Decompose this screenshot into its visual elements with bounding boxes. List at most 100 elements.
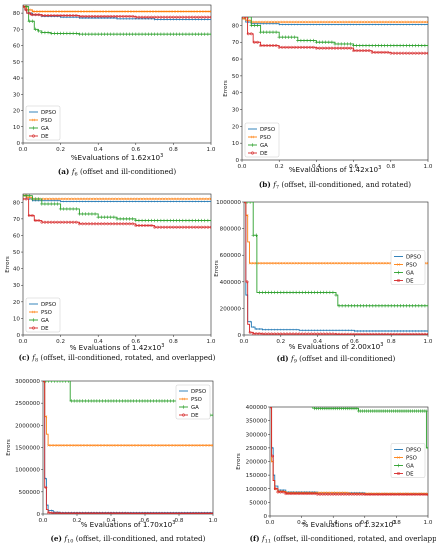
point-ga (355, 43, 359, 48)
point-ga (349, 304, 354, 308)
point-ga (171, 399, 176, 403)
y-tick-label: 1000000 (15, 468, 40, 474)
x-tick-label: 0.8 (175, 518, 184, 524)
point-de (178, 225, 182, 229)
point-ga (348, 42, 353, 46)
caption-letter: (f) (250, 534, 262, 543)
legend: DPSO PSO GA DE (244, 122, 280, 158)
point-pso (67, 443, 70, 447)
point-de (98, 511, 102, 514)
point-pso (84, 10, 88, 13)
point-ga (124, 32, 129, 36)
point-pso (203, 10, 207, 13)
point-de (285, 332, 289, 335)
legend-marker (182, 397, 185, 401)
point-ga (80, 212, 85, 216)
point-de (171, 512, 175, 514)
point-de (165, 15, 169, 19)
point-ga (404, 304, 409, 308)
point-pso (123, 443, 127, 447)
point-ga (127, 217, 132, 221)
point-ga (149, 218, 154, 223)
point-ga (346, 304, 350, 308)
y-tick-label: 40 (13, 76, 21, 82)
point-pso (103, 197, 106, 201)
point-pso (34, 10, 37, 13)
point-pso (334, 261, 338, 265)
point-pso (172, 10, 175, 13)
point-ga (55, 202, 60, 206)
legend-marker (396, 471, 401, 476)
point-de (395, 332, 399, 335)
point-de (398, 51, 402, 55)
y-tick-label: 50000 (249, 500, 267, 506)
point-pso (43, 197, 47, 201)
point-de (401, 51, 405, 55)
point-ga (93, 32, 97, 36)
point-de (184, 225, 188, 229)
point-ga (58, 31, 63, 36)
point-de (34, 13, 37, 17)
x-tick-label: 0.6 (360, 520, 369, 526)
point-ga (149, 32, 154, 36)
point-pso (368, 261, 372, 265)
point-ga (152, 32, 157, 36)
point-pso (287, 20, 290, 24)
point-de (319, 332, 323, 335)
point-pso (146, 443, 150, 447)
point-pso (118, 10, 122, 13)
legend-label-dpso: DPSO (41, 302, 56, 308)
point-de (270, 332, 274, 335)
point-ga (95, 399, 99, 403)
point-de (333, 46, 337, 50)
point-ga (118, 217, 122, 221)
point-de (44, 485, 48, 489)
point-pso (31, 10, 34, 13)
point-de (52, 14, 56, 18)
legend-label-pso: PSO (191, 397, 202, 403)
point-de (56, 220, 59, 224)
point-pso (262, 20, 266, 24)
point-de (264, 332, 267, 335)
point-ga (398, 304, 403, 308)
point-pso (132, 443, 136, 447)
point-ga (66, 381, 71, 383)
point-de (84, 222, 88, 226)
point-de (328, 332, 332, 335)
point-ga (181, 32, 185, 36)
point-pso (297, 261, 301, 265)
point-pso (296, 20, 300, 24)
point-pso (65, 10, 69, 13)
point-pso (156, 10, 160, 13)
point-pso (370, 20, 374, 24)
legend-label-dpso: DPSO (406, 255, 421, 261)
point-ga (426, 304, 428, 308)
point-ga (30, 197, 35, 201)
point-de (197, 225, 200, 229)
x-tick-label: 1.0 (207, 147, 216, 153)
point-ga (314, 40, 319, 44)
point-pso (270, 261, 273, 265)
point-de (194, 512, 198, 514)
point-de (71, 14, 75, 18)
point-ga (352, 304, 357, 308)
x-axis-label-main: % Evaluations of 1.42x10 (70, 343, 162, 352)
point-ga (255, 23, 260, 28)
point-pso (125, 10, 128, 13)
point-de (109, 14, 113, 18)
point-pso (153, 197, 156, 201)
point-de (77, 14, 81, 18)
point-ga (199, 32, 204, 36)
point-pso (377, 20, 380, 24)
x-tick-label: 0.6 (349, 164, 358, 170)
point-pso (84, 443, 87, 447)
point-de (274, 44, 278, 48)
point-pso (383, 261, 387, 265)
point-ga (143, 218, 147, 223)
point-pso (64, 443, 68, 447)
point-de (187, 225, 191, 229)
point-pso (398, 20, 402, 24)
point-de (407, 51, 411, 55)
point-pso (121, 10, 125, 13)
series-line-de (242, 17, 428, 54)
